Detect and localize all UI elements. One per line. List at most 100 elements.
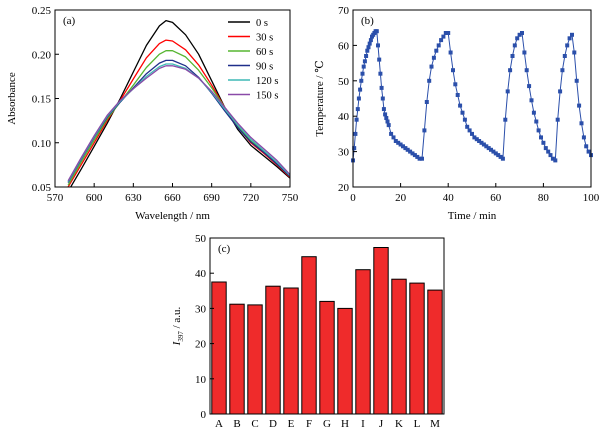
data-point: [429, 64, 434, 69]
data-point: [361, 64, 366, 69]
data-point: [352, 146, 357, 151]
bar: [391, 278, 407, 415]
data-point: [385, 119, 390, 124]
x-axis-label: Time / min: [448, 210, 497, 222]
data-point: [408, 149, 413, 154]
data-point: [577, 103, 582, 108]
y-tick-label: 40: [195, 268, 207, 280]
data-point: [584, 144, 589, 149]
bar: [409, 282, 425, 415]
data-point: [541, 140, 546, 145]
x-category-label: M: [430, 418, 440, 430]
data-point: [386, 123, 391, 128]
y-axis-label: I397 / a.u.: [171, 306, 185, 346]
x-category-label: L: [414, 418, 421, 430]
bar: [265, 285, 281, 415]
data-point: [567, 36, 572, 41]
data-point: [427, 78, 432, 83]
data-point: [458, 103, 463, 108]
panel-label: (b): [361, 15, 374, 27]
data-point: [534, 119, 539, 124]
data-point: [479, 140, 484, 145]
data-point: [376, 43, 380, 48]
bar: [283, 287, 299, 415]
data-point: [484, 144, 489, 149]
x-tick-label: 60: [490, 192, 502, 204]
x-tick-label: 100: [583, 192, 600, 204]
x-category-label: J: [379, 418, 384, 430]
data-point: [396, 140, 401, 145]
bar: [373, 247, 389, 415]
panel-label: (a): [63, 15, 76, 27]
x-tick-label: 600: [86, 192, 103, 204]
data-point: [498, 154, 503, 159]
data-point: [536, 128, 541, 133]
data-point: [412, 153, 417, 158]
x-tick-label: 0: [350, 192, 356, 204]
data-point: [355, 107, 360, 112]
x-tick-label: 80: [538, 192, 550, 204]
data-point: [460, 110, 465, 115]
series-line: [67, 65, 290, 182]
x-tick-label: 630: [125, 192, 142, 204]
x-tick-label: 690: [203, 192, 220, 204]
data-point: [527, 84, 532, 89]
data-point: [574, 78, 579, 83]
data-point: [496, 153, 501, 158]
data-point: [529, 98, 534, 103]
data-point: [520, 31, 524, 35]
data-point: [486, 146, 491, 151]
plot-frame: [54, 9, 291, 188]
data-point: [362, 59, 367, 64]
y-tick-label: 50: [338, 76, 350, 88]
y-axis-label: Absorbance: [6, 72, 18, 125]
bar: [427, 289, 443, 415]
x-tick-label: 570: [47, 192, 64, 204]
x-tick-label: 40: [443, 192, 455, 204]
data-point: [405, 147, 410, 152]
data-point: [448, 50, 453, 55]
legend-entry: 150 s: [256, 91, 278, 102]
data-point: [553, 158, 558, 163]
data-point: [546, 149, 551, 154]
data-point: [489, 147, 493, 152]
legend-entry: 60 s: [256, 47, 273, 58]
y-tick-label: 0: [201, 409, 207, 421]
data-point: [365, 48, 370, 53]
data-point: [481, 142, 486, 147]
data-point: [439, 38, 444, 43]
data-point: [558, 89, 563, 94]
legend-entry: 120 s: [256, 76, 278, 87]
data-point: [503, 117, 508, 122]
data-point: [436, 43, 441, 48]
x-category-label: B: [233, 418, 240, 430]
bar: [247, 304, 263, 415]
data-point: [453, 82, 458, 87]
legend-entry: 0 s: [256, 18, 268, 29]
bar: [211, 281, 227, 415]
y-tick-label: 0.15: [32, 94, 52, 106]
data-point: [401, 144, 405, 149]
plot-frame: [209, 237, 445, 415]
panel-a-absorbance-chart: 570 600 630 660 690 720 750 0.05 0.10 0.15 0.20 0.2…: [6, 5, 299, 222]
data-point: [539, 135, 543, 140]
data-point: [356, 96, 361, 101]
data-point: [581, 135, 586, 140]
x-category-label: K: [395, 418, 403, 430]
series-line: [352, 30, 592, 162]
y-axis-label: Temperature / ℃: [314, 60, 326, 136]
plot-frame: [352, 9, 592, 188]
data-point: [389, 131, 394, 136]
data-point: [550, 156, 555, 161]
data-point: [555, 117, 560, 122]
data-point: [474, 137, 479, 142]
y-axis-label-subscript: 397: [177, 331, 185, 342]
x-category-label: G: [323, 418, 331, 430]
data-point: [512, 43, 517, 48]
y-tick-label: 30: [195, 303, 207, 315]
data-point: [417, 156, 422, 161]
data-point: [560, 68, 565, 73]
x-category-label: H: [341, 418, 349, 430]
data-point: [572, 50, 577, 55]
y-tick-label: 0.20: [32, 49, 52, 61]
